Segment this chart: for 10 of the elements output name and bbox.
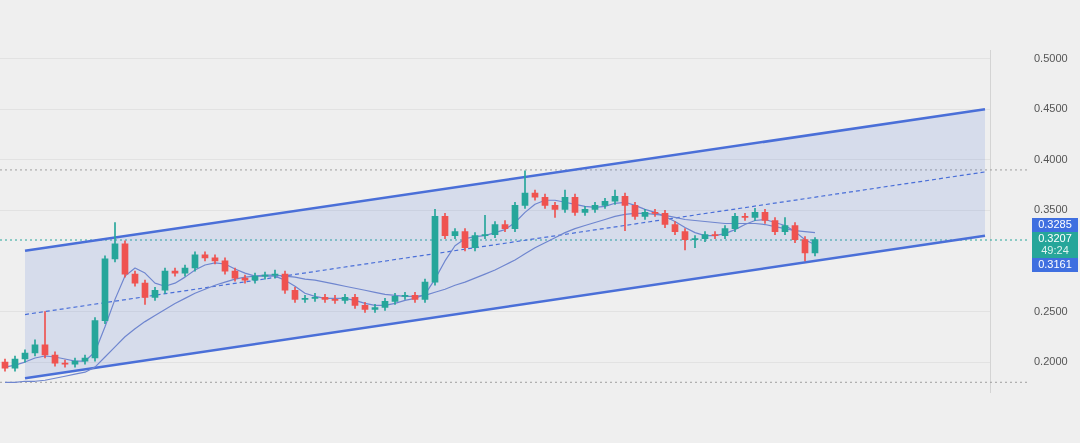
text: 49:24 [1041,244,1069,257]
y-tick-label: 0.5000 [1034,51,1068,64]
y-tick-label: 0.4000 [1034,152,1068,165]
text: 0.3285 [1038,218,1072,231]
y-tick-label: 0.2000 [1034,355,1068,368]
y-tick-label: 0.3500 [1034,203,1068,216]
ref-line-label: 0.3207 [1038,232,1072,245]
text: 0.3161 [1038,258,1072,271]
y-tick-label: 0.4500 [1034,102,1068,115]
y-tick-label: 0.2500 [1034,304,1068,317]
